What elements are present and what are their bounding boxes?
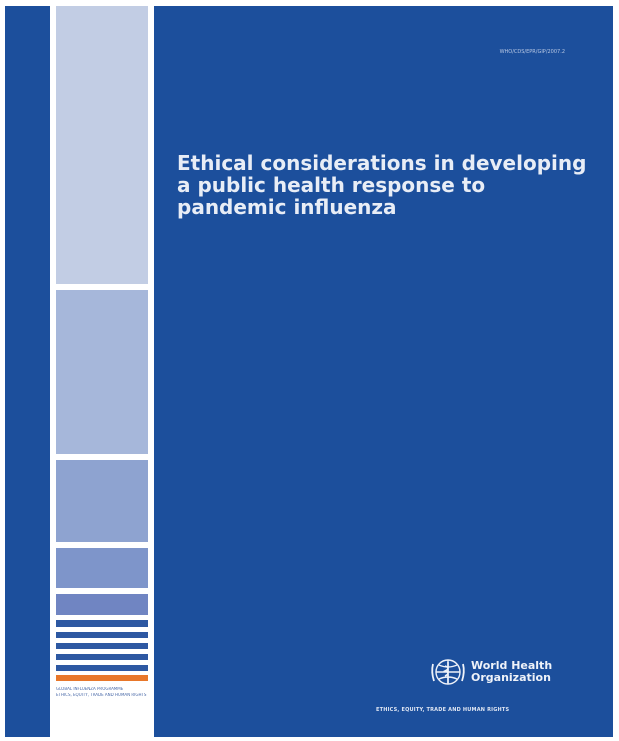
document-number: WHO/CDS/EPR/GIP/2007.2 (499, 49, 565, 55)
spine-stripe-orange (56, 675, 148, 681)
spine-stripe-5 (56, 665, 148, 671)
who-emblem-icon (431, 659, 465, 685)
spine-block-4 (56, 548, 148, 588)
publisher-name-line-2: Organization (471, 671, 551, 684)
department-label: ETHICS, EQUITY, TRADE AND HUMAN RIGHTS (376, 707, 510, 713)
series-label-line-1: GLOBAL INFLUENZA PROGRAMME (56, 687, 124, 691)
spine-stripe-1 (56, 620, 148, 627)
spine-stripe-3 (56, 643, 148, 649)
cover-title: Ethical considerations in developing a p… (177, 151, 587, 219)
spine-block-2 (56, 290, 148, 454)
cover: GLOBAL INFLUENZA PROGRAMME ETHICS, EQUIT… (5, 6, 613, 737)
spine-block-1 (56, 6, 148, 284)
spine-block-3 (56, 460, 148, 542)
publisher-name-line-1: World Health (471, 659, 553, 672)
spine-block-5 (56, 594, 148, 615)
spine-stripe-4 (56, 654, 148, 660)
series-label-line-2: ETHICS, EQUITY, TRADE AND HUMAN RIGHTS (56, 693, 147, 697)
spine-stripe-2 (56, 632, 148, 638)
publisher-name: World Health Organization (471, 660, 552, 684)
